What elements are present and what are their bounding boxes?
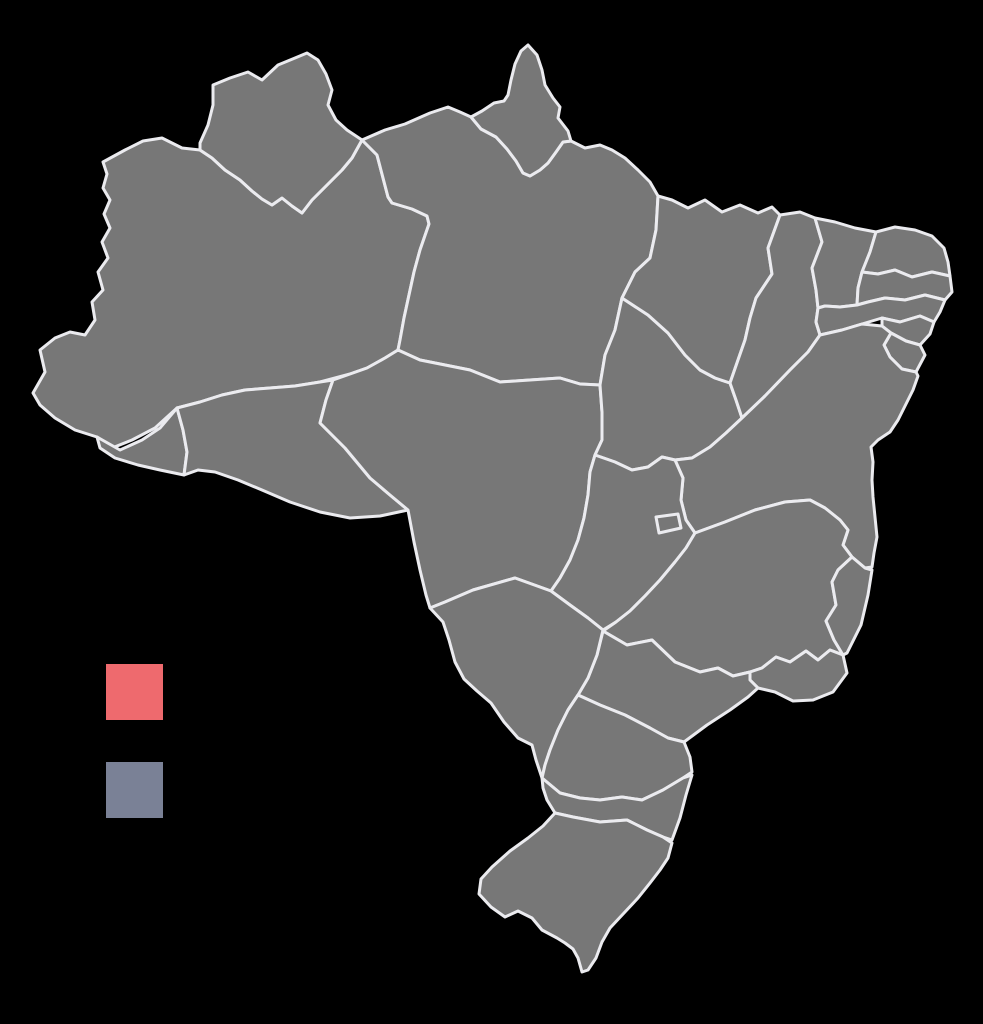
state-distrito-federal	[654, 512, 683, 535]
state-roraima	[198, 51, 364, 215]
legend-swatch-red	[106, 664, 163, 720]
state-rio-grande-do-norte	[860, 225, 952, 279]
legend-swatch-gray	[106, 762, 163, 818]
state-rio-grande-do-sul	[477, 811, 674, 974]
state-amapa	[469, 43, 573, 178]
legend	[106, 664, 166, 824]
